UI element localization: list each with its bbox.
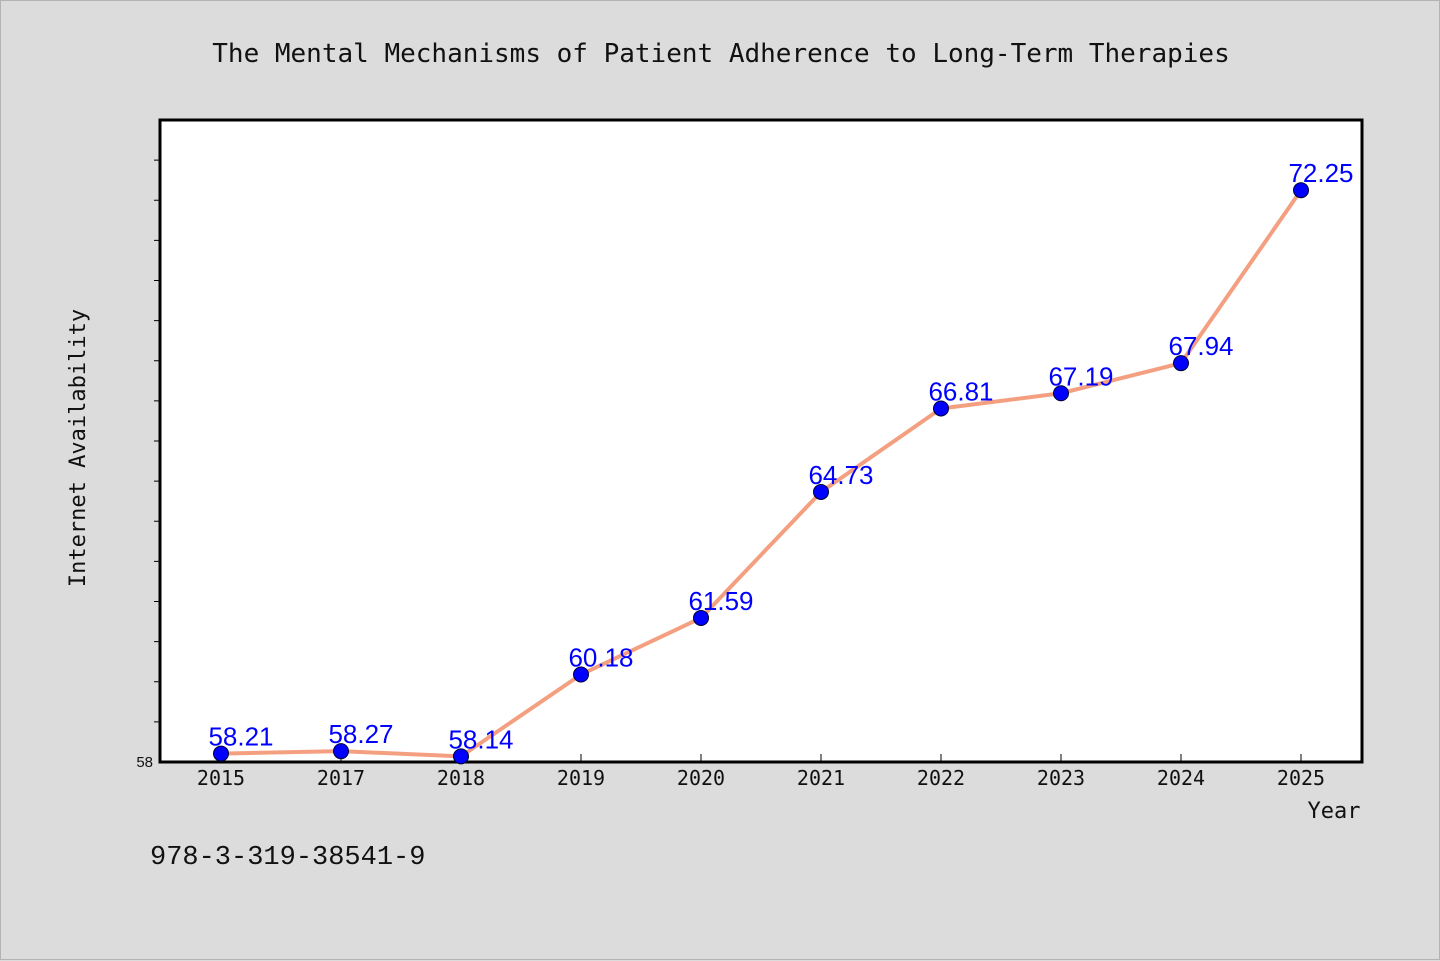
data-label: 60.18 — [568, 643, 633, 673]
x-tick-label: 2022 — [917, 766, 965, 790]
data-label: 66.81 — [928, 376, 993, 406]
data-point — [693, 609, 709, 626]
data-label: 72.25 — [1288, 158, 1353, 188]
data-label: 67.94 — [1168, 331, 1233, 361]
data-point — [933, 400, 949, 417]
data-label: 58.14 — [448, 724, 513, 754]
series-line — [219, 188, 1303, 759]
plot-area — [158, 118, 1364, 764]
x-tick-label: 2021 — [797, 766, 845, 790]
series-layer — [213, 182, 1309, 765]
y-axis-label: Internet Availability — [66, 309, 91, 587]
y-axis-ticks: 58 — [136, 159, 160, 771]
y-tick-label: 58 — [136, 754, 153, 771]
data-point — [1293, 182, 1309, 199]
data-point — [333, 743, 349, 760]
data-label: 58.21 — [208, 722, 273, 752]
x-tick-label: 2020 — [677, 766, 725, 790]
x-axis-label: Year — [1308, 799, 1361, 824]
data-label: 58.27 — [328, 719, 393, 749]
chart-title: The Mental Mechanisms of Patient Adheren… — [212, 39, 1229, 69]
data-label: 61.59 — [688, 586, 753, 616]
x-tick-label: 2018 — [437, 766, 485, 790]
x-tick-label: 2024 — [1157, 766, 1205, 790]
data-label: 64.73 — [808, 460, 873, 490]
data-label-layer: 58.21 58.27 58.14 60.18 61.59 64.73 66.81 67.19… — [208, 158, 1353, 754]
data-label: 67.19 — [1048, 361, 1113, 391]
isbn-text: 978-3-319-38541-9 — [150, 843, 425, 873]
x-tick-label: 2019 — [557, 766, 605, 790]
data-point — [573, 666, 589, 683]
x-tick-label: 2025 — [1277, 766, 1325, 790]
x-tick-label: 2017 — [317, 766, 365, 790]
x-tick-label: 2023 — [1037, 766, 1085, 790]
x-axis-ticks: 2015 2017 2018 2019 2020 2021 2022 2023 2024 2025 — [197, 754, 1325, 790]
data-point — [1173, 355, 1189, 372]
data-point — [213, 745, 229, 762]
data-point — [813, 483, 829, 500]
data-point — [453, 748, 469, 765]
data-point — [1053, 385, 1069, 402]
x-tick-label: 2015 — [197, 766, 245, 790]
